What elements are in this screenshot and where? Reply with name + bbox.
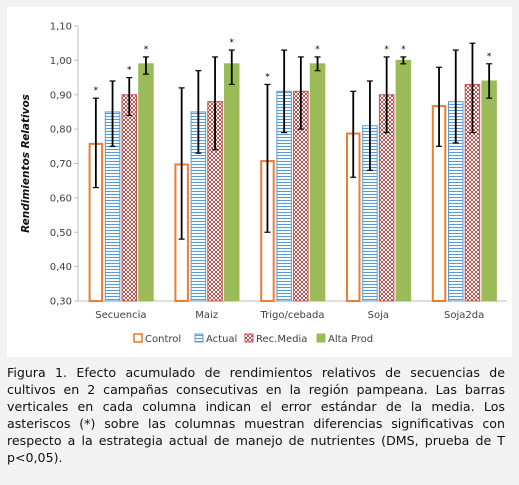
y-tick-label: 0,90 — [50, 90, 72, 101]
significance-asterisk: * — [315, 45, 320, 55]
y-tick-label: 0,60 — [50, 193, 72, 204]
y-axis-title: Rendimientos Relativos — [20, 94, 32, 233]
legend: Control Actual Rec.Media Alta Prod — [133, 333, 373, 345]
y-tick-label: 1,00 — [50, 56, 72, 67]
significance-asterisk: * — [94, 86, 99, 96]
bars: * * * * * * * * * — [88, 38, 497, 302]
bar-chart: 0,30 0,40 0,50 0,60 0,70 0,80 0,90 1,00 1,10 Rend… — [20, 22, 507, 345]
x-tick-label: Soja2da — [444, 310, 484, 321]
bar-alta-prod-3 — [395, 59, 412, 302]
y-tick-label: 0,30 — [50, 297, 72, 308]
x-tick-label: Trigo/cebada — [260, 310, 325, 321]
legend-label: Control — [145, 334, 181, 345]
axes: 0,30 0,40 0,50 0,60 0,70 0,80 0,90 1,00 1,10 Rend… — [20, 22, 507, 321]
bar-alta-prod-0 — [138, 63, 154, 302]
y-tick-label: 0,40 — [50, 262, 72, 273]
bar-alta-prod-2 — [309, 63, 326, 302]
figure-caption: Figura 1. Efecto acumulado de rendimient… — [7, 364, 505, 466]
legend-label: Rec.Media — [256, 334, 307, 345]
chart-panel: 0,30 0,40 0,50 0,60 0,70 0,80 0,90 1,00 1,10 Rend… — [7, 7, 512, 357]
bar-alta-prod-1 — [224, 63, 240, 302]
caption-text: Efecto acumulado de rendimientos relativ… — [7, 365, 505, 465]
legend-swatch-rec-media — [244, 333, 254, 343]
significance-asterisk: * — [144, 45, 149, 55]
legend-label: Actual — [206, 334, 237, 345]
x-tick-label: Maiz — [195, 310, 218, 321]
significance-asterisk: * — [230, 38, 235, 48]
y-tick-label: 0,70 — [50, 159, 72, 170]
bar-alta-prod-4 — [481, 80, 497, 302]
significance-asterisk: * — [265, 72, 270, 82]
caption-label: Figura 1. — [7, 365, 68, 380]
legend-label: Alta Prod — [328, 334, 373, 345]
legend-swatch-actual — [194, 333, 204, 343]
y-tick-label: 0,80 — [50, 125, 72, 136]
significance-asterisk: * — [401, 45, 406, 55]
legend-swatch-control — [133, 333, 143, 343]
y-tick-label: 0,50 — [50, 228, 72, 239]
significance-asterisk: * — [487, 52, 492, 62]
legend-swatch-alta-prod — [316, 333, 326, 343]
x-tick-label: Secuencia — [95, 310, 146, 321]
x-tick-label: Soja — [368, 310, 389, 321]
significance-asterisk: * — [127, 66, 132, 76]
significance-asterisk: * — [384, 45, 389, 55]
y-tick-label: 1,10 — [50, 22, 72, 33]
bar-rec-media-0 — [121, 94, 137, 302]
